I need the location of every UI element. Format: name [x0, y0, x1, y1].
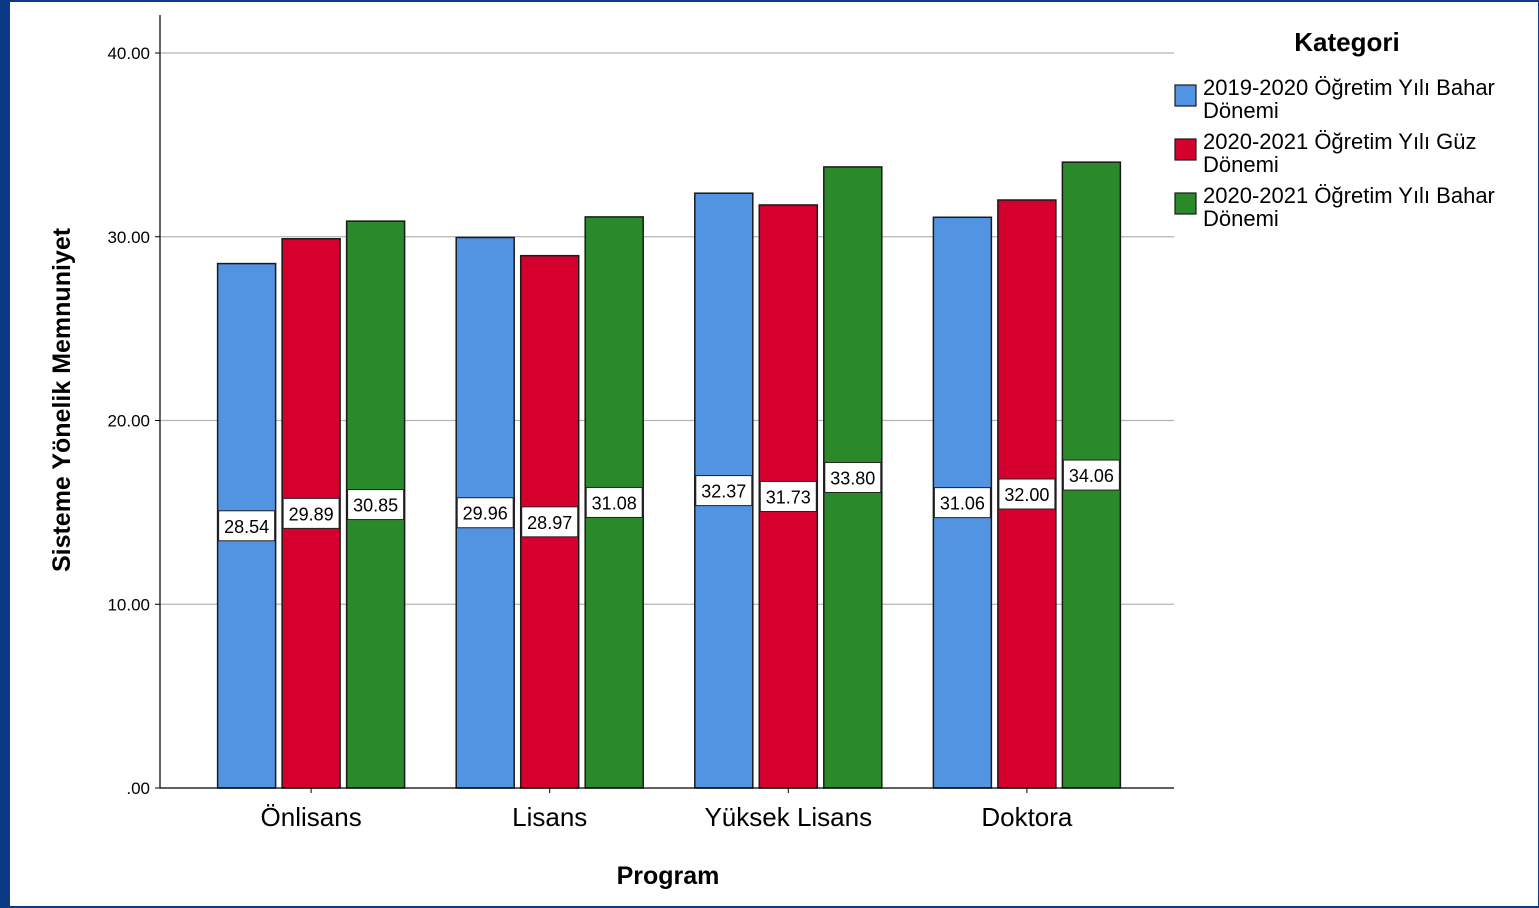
x-tick-label: Önlisans: [261, 802, 362, 832]
y-axis-title: Sisteme Yönelik Memnuniyet: [48, 227, 76, 572]
data-label: 34.06: [1069, 466, 1114, 486]
x-tick-label: Yüksek Lisans: [704, 802, 872, 832]
x-axis-title: Program: [617, 862, 720, 890]
data-label-box: [824, 461, 882, 493]
data-label-box: [759, 480, 817, 512]
legend-label: Dönemi: [1203, 206, 1279, 231]
legend-swatch: [1174, 192, 1197, 215]
legend-label: 2020-2021 Öğretim Yılı Güz: [1203, 129, 1477, 154]
data-label: 33.80: [830, 468, 875, 488]
x-tick-label: Lisans: [512, 802, 587, 832]
y-tick-label: 20.00: [107, 412, 150, 431]
data-label: 29.89: [289, 504, 334, 524]
legend-label: 2019-2020 Öğretim Yılı Bahar: [1203, 75, 1495, 100]
data-label-box: [933, 487, 991, 519]
legend-swatch: [1174, 84, 1197, 107]
data-label: 28.54: [224, 517, 269, 537]
data-label-box: [1062, 459, 1120, 491]
data-label-box: [218, 510, 276, 542]
legend-swatch: [1174, 138, 1197, 161]
legend-title: Kategori: [1294, 27, 1399, 57]
data-label-box: [282, 497, 340, 529]
data-label-box: [695, 475, 753, 507]
y-tick-label: 30.00: [107, 228, 150, 247]
data-label: 30.85: [353, 496, 398, 516]
data-label: 31.06: [940, 494, 985, 514]
data-label-box: [585, 486, 643, 518]
data-label-box: [521, 506, 579, 538]
y-tick-label: 40.00: [107, 44, 150, 63]
bars-layer: [216, 161, 1122, 789]
data-label: 28.97: [527, 513, 572, 533]
x-tick-label: Doktora: [981, 802, 1073, 832]
data-label: 32.00: [1004, 485, 1049, 505]
legend-label: Dönemi: [1203, 98, 1279, 123]
data-label-box: [998, 478, 1056, 510]
data-label-box: [347, 489, 405, 521]
data-label: 32.37: [701, 482, 746, 502]
data-label: 29.96: [463, 504, 508, 524]
legend-label: Dönemi: [1203, 152, 1279, 177]
y-tick-label: .00: [126, 779, 150, 798]
y-tick-label: 10.00: [107, 595, 150, 614]
data-labels-layer: 28.54 29.89 30.85 29.96 28.97 31.08 32.37 31.73…: [218, 459, 1120, 542]
legend-label: 2020-2021 Öğretim Yılı Bahar: [1203, 183, 1495, 208]
data-label-box: [456, 497, 514, 529]
data-label: 31.08: [592, 493, 637, 513]
data-label: 31.73: [766, 487, 811, 507]
axes-layer: .00 10.00 20.00 30.00 40.00 Önlisans Lisans Yük…: [107, 15, 1174, 832]
